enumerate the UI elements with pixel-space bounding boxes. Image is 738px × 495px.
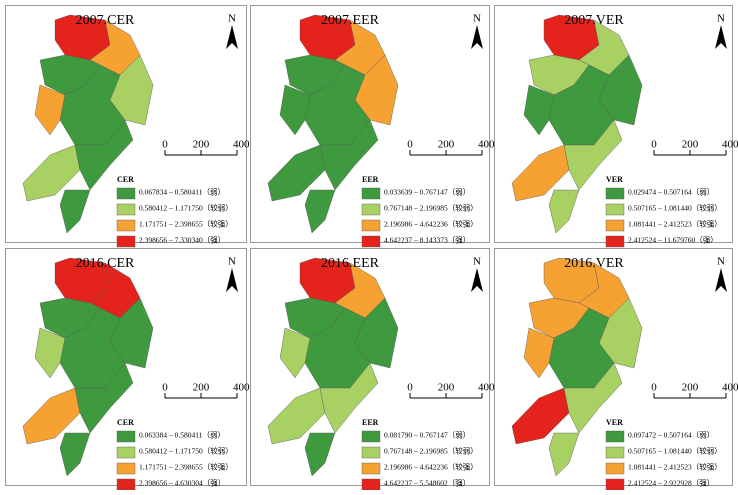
legend-label: 1.171751 – 2.398655（较强） bbox=[139, 462, 233, 472]
legend-label: 0.580412 – 1.171750（较弱） bbox=[139, 203, 233, 213]
legend-swatch bbox=[362, 463, 380, 474]
map-panel: 2016.VER N 0 200 400 km VER 0.097472 – 0.50716… bbox=[495, 249, 738, 491]
legend-label: 0.767148 – 2.196985（较弱） bbox=[384, 446, 478, 456]
scale-label: 400 km bbox=[722, 382, 738, 394]
legend-title: CER bbox=[117, 175, 134, 184]
panel-title: 2016.VER bbox=[564, 256, 624, 271]
legend-swatch bbox=[606, 447, 624, 458]
legend-label: 1.081441 – 2.412523（较强） bbox=[628, 462, 722, 472]
legend-label: 0.067834 – 0.580411（弱） bbox=[139, 188, 225, 197]
legend-label: 2.412524 – 2.922928（强） bbox=[628, 479, 714, 488]
legend-swatch bbox=[362, 431, 380, 442]
legend-swatch bbox=[606, 431, 624, 442]
legend-title: EER bbox=[362, 418, 379, 427]
panel-title: 2007.EER bbox=[321, 13, 380, 28]
north-label: N bbox=[717, 256, 725, 268]
scale-label: 0 bbox=[407, 139, 413, 151]
legend-swatch bbox=[362, 479, 380, 490]
scale-label: 0 bbox=[651, 382, 657, 394]
legend-label: 4.642237 – 5.548602（强） bbox=[384, 479, 470, 488]
legend-swatch bbox=[362, 447, 380, 458]
legend-swatch bbox=[606, 236, 624, 247]
legend-swatch bbox=[606, 204, 624, 215]
scale-label: 200 bbox=[438, 382, 455, 394]
legend-label: 0.507165 – 1.081440（较弱） bbox=[628, 203, 722, 213]
scale-label: 0 bbox=[407, 382, 413, 394]
scale-label: 200 bbox=[682, 139, 699, 151]
legend-swatch bbox=[117, 204, 135, 215]
legend-label: 0.507165 – 1.081440（较弱） bbox=[628, 446, 722, 456]
panel-title: 2016.EER bbox=[321, 256, 380, 271]
legend-label: 2.398656 – 7.330340（强） bbox=[139, 236, 225, 245]
legend-swatch bbox=[117, 479, 135, 490]
panel-title: 2007.VER bbox=[564, 13, 624, 28]
legend-swatch bbox=[117, 447, 135, 458]
legend-label: 0.081790 – 0.767147（弱） bbox=[384, 431, 470, 440]
legend-swatch bbox=[606, 479, 624, 490]
legend-swatch bbox=[117, 220, 135, 231]
north-label: N bbox=[228, 256, 236, 268]
legend-swatch bbox=[117, 236, 135, 247]
scale-label: 0 bbox=[162, 139, 168, 151]
legend-label: 1.171751 – 2.398655（较强） bbox=[139, 219, 233, 229]
scale-label: 400 km bbox=[722, 139, 738, 151]
legend-swatch bbox=[117, 463, 135, 474]
legend-label: 0.033639 – 0.767147（弱） bbox=[384, 188, 470, 197]
panel-title: 2007.CER bbox=[76, 13, 135, 28]
legend-label: 1.081441 – 2.412523（较强） bbox=[628, 219, 722, 229]
legend-label: 2.196986 – 4.642236（较强） bbox=[384, 462, 478, 472]
legend-label: 4.642237 – 8.143373（强） bbox=[384, 236, 470, 245]
legend-swatch bbox=[606, 220, 624, 231]
legend-label: 2.412524 – 11.679760（强） bbox=[628, 236, 718, 245]
legend-title: EER bbox=[362, 175, 379, 184]
legend-swatch bbox=[362, 204, 380, 215]
scale-label: 200 bbox=[193, 382, 210, 394]
legend-swatch bbox=[362, 220, 380, 231]
north-label: N bbox=[473, 256, 481, 268]
legend-label: 0.097472 – 0.507164（弱） bbox=[628, 431, 714, 440]
north-label: N bbox=[717, 13, 725, 25]
scale-label: 0 bbox=[651, 139, 657, 151]
legend-label: 2.196986 – 4.642236（较强） bbox=[384, 219, 478, 229]
legend-label: 0.029474 – 0.507164（弱） bbox=[628, 188, 714, 197]
panel-title: 2016.CER bbox=[76, 256, 135, 271]
legend-label: 0.580412 – 1.171750（较弱） bbox=[139, 446, 233, 456]
legend-title: VER bbox=[606, 418, 623, 427]
legend-label: 0.767148 – 2.196985（较弱） bbox=[384, 203, 478, 213]
legend-swatch bbox=[606, 188, 624, 199]
scale-label: 200 bbox=[682, 382, 699, 394]
scale-label: 200 bbox=[193, 139, 210, 151]
north-label: N bbox=[228, 13, 236, 25]
legend-swatch bbox=[362, 236, 380, 247]
map-panel: 2007.VER N 0 200 400 km VER 0.029474 – 0.50716… bbox=[495, 6, 738, 248]
legend-swatch bbox=[362, 188, 380, 199]
legend-label: 0.063384 – 0.580411（弱） bbox=[139, 431, 225, 440]
legend-swatch bbox=[606, 463, 624, 474]
legend-swatch bbox=[117, 431, 135, 442]
north-label: N bbox=[473, 13, 481, 25]
legend-title: CER bbox=[117, 418, 134, 427]
scale-label: 0 bbox=[162, 382, 168, 394]
legend-title: VER bbox=[606, 175, 623, 184]
scale-label: 200 bbox=[438, 139, 455, 151]
legend-swatch bbox=[117, 188, 135, 199]
legend-label: 2.398656 – 4.630304（强） bbox=[139, 479, 225, 488]
